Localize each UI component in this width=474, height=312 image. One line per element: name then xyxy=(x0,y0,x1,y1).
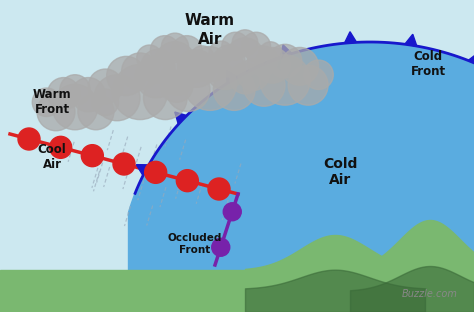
Circle shape xyxy=(304,60,333,90)
Polygon shape xyxy=(468,53,474,65)
Circle shape xyxy=(141,49,175,83)
Circle shape xyxy=(122,53,158,90)
Circle shape xyxy=(259,42,282,64)
Polygon shape xyxy=(227,71,237,83)
Text: Cold
Air: Cold Air xyxy=(323,157,357,187)
Circle shape xyxy=(150,36,179,65)
Polygon shape xyxy=(405,34,417,46)
Polygon shape xyxy=(128,42,474,312)
Circle shape xyxy=(94,75,140,121)
Circle shape xyxy=(18,128,40,150)
Circle shape xyxy=(137,45,162,71)
Polygon shape xyxy=(175,112,187,124)
Circle shape xyxy=(88,69,123,104)
Circle shape xyxy=(212,238,230,256)
Circle shape xyxy=(92,89,118,115)
Circle shape xyxy=(161,62,193,95)
Circle shape xyxy=(172,36,202,66)
Circle shape xyxy=(113,153,135,175)
Circle shape xyxy=(242,32,271,61)
Circle shape xyxy=(136,56,177,98)
Text: Buzzle.com: Buzzle.com xyxy=(402,289,458,299)
Circle shape xyxy=(208,178,230,200)
Circle shape xyxy=(190,46,214,70)
Text: Cool
Air: Cool Air xyxy=(37,143,66,171)
Polygon shape xyxy=(137,165,149,175)
Circle shape xyxy=(209,41,233,65)
Circle shape xyxy=(288,65,328,105)
Circle shape xyxy=(145,161,167,183)
Circle shape xyxy=(222,32,249,59)
Text: Warm
Front: Warm Front xyxy=(33,88,71,116)
Circle shape xyxy=(60,75,90,105)
Circle shape xyxy=(37,93,75,131)
Circle shape xyxy=(226,38,264,76)
Circle shape xyxy=(178,50,210,82)
Circle shape xyxy=(176,170,198,192)
Circle shape xyxy=(192,46,228,82)
Circle shape xyxy=(155,41,195,82)
Circle shape xyxy=(268,44,302,78)
Circle shape xyxy=(247,46,278,76)
Circle shape xyxy=(166,67,210,111)
Circle shape xyxy=(213,69,255,110)
Circle shape xyxy=(162,33,189,60)
Circle shape xyxy=(238,59,269,90)
Circle shape xyxy=(206,50,245,90)
Circle shape xyxy=(260,55,310,105)
Circle shape xyxy=(230,63,261,94)
Circle shape xyxy=(161,70,193,102)
Circle shape xyxy=(112,64,168,119)
Circle shape xyxy=(47,78,80,110)
Bar xyxy=(0,270,474,312)
Circle shape xyxy=(32,88,61,116)
Circle shape xyxy=(82,145,103,167)
Circle shape xyxy=(78,94,114,130)
Polygon shape xyxy=(345,32,356,43)
Circle shape xyxy=(223,203,241,221)
Text: Cold
Front: Cold Front xyxy=(410,50,446,78)
Circle shape xyxy=(52,84,98,130)
Circle shape xyxy=(71,78,105,112)
Circle shape xyxy=(144,76,187,119)
Circle shape xyxy=(107,56,146,95)
Text: Occluded
Front: Occluded Front xyxy=(168,233,222,255)
Circle shape xyxy=(213,45,245,77)
Circle shape xyxy=(183,58,237,110)
Polygon shape xyxy=(281,45,292,57)
Text: Warm
Air: Warm Air xyxy=(185,13,235,47)
Circle shape xyxy=(243,64,285,106)
Circle shape xyxy=(281,47,319,85)
Circle shape xyxy=(50,136,72,158)
Circle shape xyxy=(178,50,216,87)
Circle shape xyxy=(232,30,258,56)
Circle shape xyxy=(255,47,290,83)
